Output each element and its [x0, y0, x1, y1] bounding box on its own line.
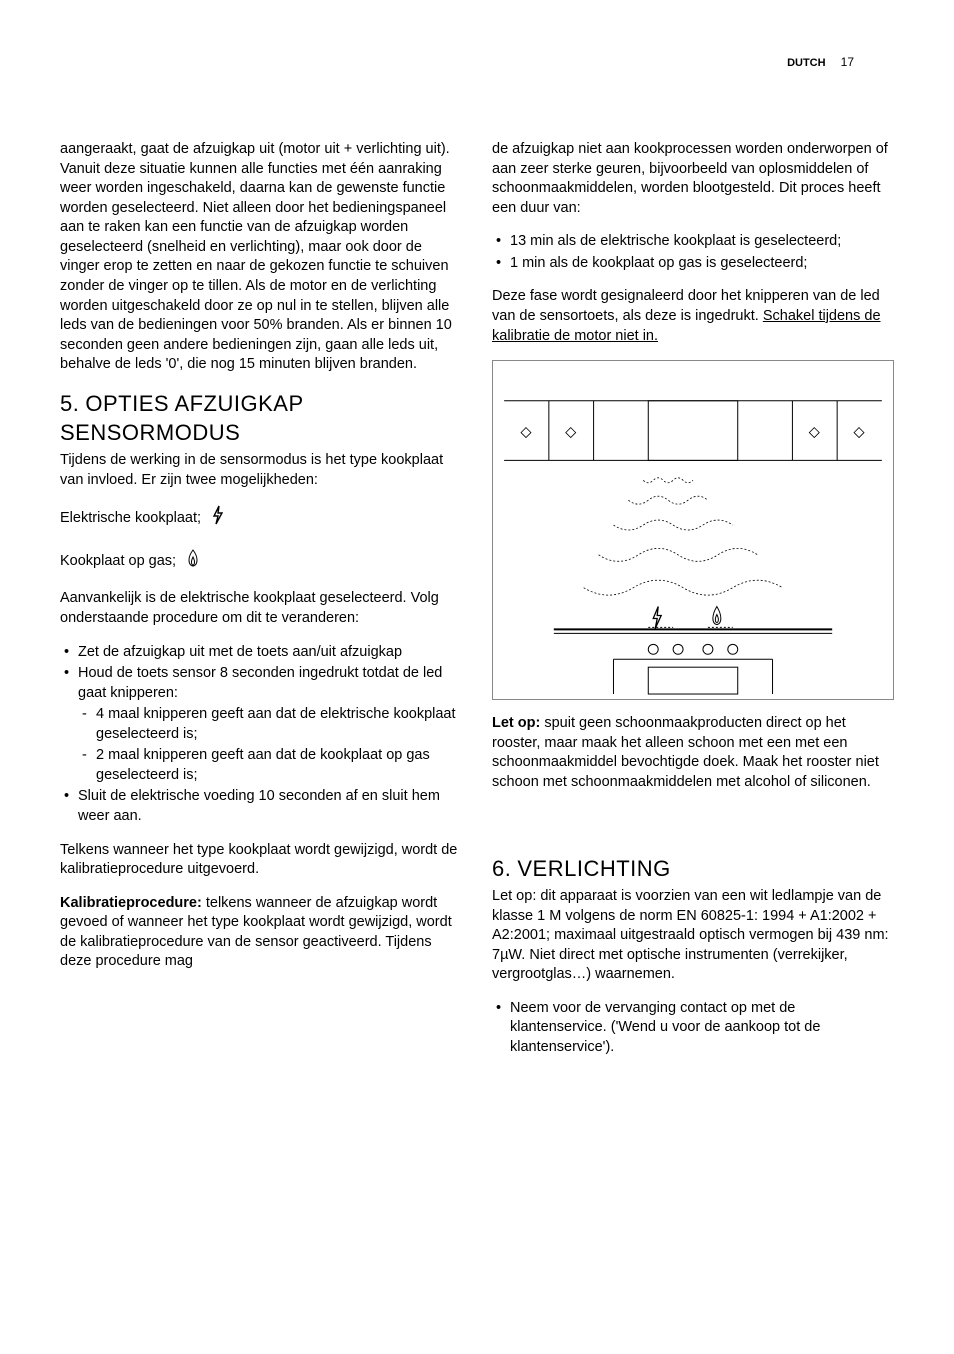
section-5-heading: 5.OPTIES AFZUIGKAP SENSORMODUS [60, 389, 462, 448]
initial-paragraph: Aanvankelijk is de elektrische kookplaat… [60, 589, 462, 628]
intro-paragraph: aangeraakt, gaat de afzuigkap uit (motor… [60, 140, 462, 375]
electric-label: Elektrische kookplaat; [60, 510, 201, 526]
diagram-svg [493, 361, 893, 699]
duration-2: 1 min als de kookplaat op gas is geselec… [492, 254, 894, 274]
section-6-num: 6. [492, 856, 511, 881]
note-paragraph: Let op: spuit geen schoonmaakproducten d… [492, 714, 894, 792]
right-column: de afzuigkap niet aan kookprocessen word… [492, 140, 894, 1072]
section-5-title: OPTIES AFZUIGKAP SENSORMODUS [60, 391, 303, 446]
section-6-list: Neem voor de vervanging contact op met d… [492, 999, 894, 1058]
section-6-bullet: Neem voor de vervanging contact op met d… [492, 999, 894, 1058]
step-2-text: Houd de toets sensor 8 seconden ingedruk… [78, 665, 442, 701]
right-top-paragraph: de afzuigkap niet aan kookprocessen word… [492, 140, 894, 218]
calib-label: Kalibratieprocedure: [60, 895, 202, 911]
substep-2: 2 maal knipperen geeft aan dat de kookpl… [78, 746, 462, 785]
section-5-num: 5. [60, 391, 79, 416]
steps-list: Zet de afzuigkap uit met de toets aan/ui… [60, 643, 462, 827]
section-6-intro: Let op: dit apparaat is voorzien van een… [492, 887, 894, 985]
content-wrapper: aangeraakt, gaat de afzuigkap uit (motor… [60, 140, 894, 1072]
gas-row: Kookplaat op gas; [60, 547, 462, 576]
page-number: 17 [841, 55, 854, 69]
page-header: DUTCH 17 [787, 55, 854, 69]
phase-paragraph: Deze fase wordt gesignaleerd door het kn… [492, 287, 894, 346]
note-label: Let op: [492, 715, 540, 731]
lightning-icon [209, 504, 227, 533]
step-3: Sluit de elektrische voeding 10 seconden… [60, 787, 462, 826]
step-1: Zet de afzuigkap uit met de toets aan/ui… [60, 643, 462, 663]
section-6-heading: 6.VERLICHTING [492, 854, 894, 884]
each-time-paragraph: Telkens wanneer het type kookplaat wordt… [60, 841, 462, 880]
electric-row: Elektrische kookplaat; [60, 504, 462, 533]
duration-1: 13 min als de elektrische kookplaat is g… [492, 232, 894, 252]
calibration-paragraph: Kalibratieprocedure: telkens wanneer de … [60, 894, 462, 972]
step-2: Houd de toets sensor 8 seconden ingedruk… [60, 664, 462, 785]
flame-icon [184, 547, 202, 576]
gas-label: Kookplaat op gas; [60, 553, 176, 569]
spacer [492, 806, 894, 846]
section-6-title: VERLICHTING [517, 856, 670, 881]
lang-label: DUTCH [787, 57, 826, 69]
durations-list: 13 min als de elektrische kookplaat is g… [492, 232, 894, 273]
substeps-list: 4 maal knipperen geeft aan dat de elektr… [78, 705, 462, 785]
hood-diagram [492, 360, 894, 700]
note-text: spuit geen schoonmaakproducten direct op… [492, 715, 879, 790]
section-5-intro: Tijdens de werking in de sensormodus is … [60, 451, 462, 490]
left-column: aangeraakt, gaat de afzuigkap uit (motor… [60, 140, 462, 1072]
substep-1: 4 maal knipperen geeft aan dat de elektr… [78, 705, 462, 744]
